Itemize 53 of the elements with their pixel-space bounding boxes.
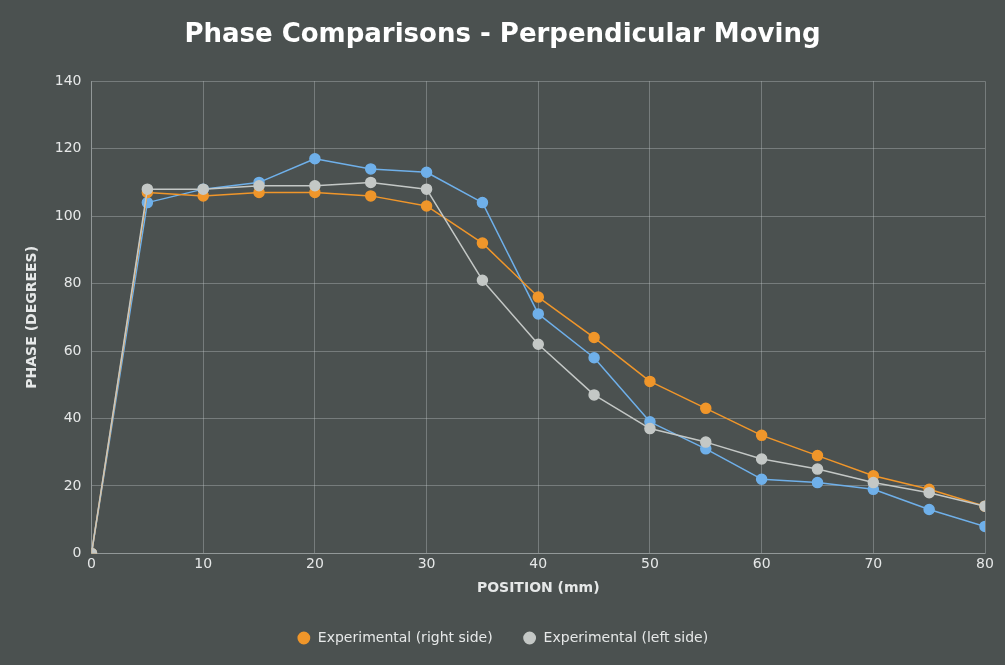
point xyxy=(420,200,433,212)
point xyxy=(476,237,489,249)
point xyxy=(253,180,265,192)
x-tick-label: 30 xyxy=(417,555,436,572)
point xyxy=(644,375,656,388)
x-tick-label: 20 xyxy=(305,555,324,572)
point xyxy=(700,436,712,448)
chart-title: Phase Comparisons - Perpendicular Moving xyxy=(184,18,821,49)
point xyxy=(811,476,824,489)
point xyxy=(588,331,600,344)
x-tick-label: 60 xyxy=(752,555,771,572)
point xyxy=(588,352,600,364)
point xyxy=(309,180,321,192)
point xyxy=(532,291,545,303)
point xyxy=(364,190,377,202)
y-tick-label: 120 xyxy=(54,139,82,156)
point xyxy=(588,389,600,401)
point xyxy=(420,166,433,179)
point xyxy=(476,196,489,209)
point xyxy=(309,153,321,165)
x-tick-label: 80 xyxy=(976,555,994,572)
point xyxy=(364,176,377,189)
point xyxy=(755,473,768,485)
point xyxy=(811,449,824,462)
y-tick-label: 20 xyxy=(63,476,82,493)
point xyxy=(476,274,489,286)
point xyxy=(532,338,545,351)
point xyxy=(700,402,712,415)
point xyxy=(420,183,433,195)
point xyxy=(811,463,824,475)
y-tick-label: 40 xyxy=(63,409,82,426)
y-tick-label: 0 xyxy=(72,544,82,561)
point xyxy=(923,503,935,516)
y-tick-label: 140 xyxy=(54,71,82,88)
x-axis-title: POSITION (mm) xyxy=(476,579,600,596)
y-axis-title: PHASE (DEGREES) xyxy=(23,245,40,389)
y-tick-label: 80 xyxy=(63,274,82,291)
point xyxy=(644,422,656,435)
point xyxy=(755,453,768,465)
y-tick-label: 60 xyxy=(63,341,82,358)
x-tick-label: 40 xyxy=(529,555,548,572)
point xyxy=(755,429,768,442)
x-tick-label: 70 xyxy=(864,555,883,572)
y-tick-label: 100 xyxy=(54,206,82,223)
legend-label: Experimental (left side) xyxy=(543,628,709,645)
x-tick-label: 0 xyxy=(87,555,96,572)
legend-label: Experimental (right side) xyxy=(317,628,493,645)
point xyxy=(364,163,377,175)
point xyxy=(141,183,154,195)
point xyxy=(867,476,880,489)
x-tick-label: 10 xyxy=(194,555,213,572)
point xyxy=(532,308,545,320)
x-tick-label: 50 xyxy=(641,555,659,572)
